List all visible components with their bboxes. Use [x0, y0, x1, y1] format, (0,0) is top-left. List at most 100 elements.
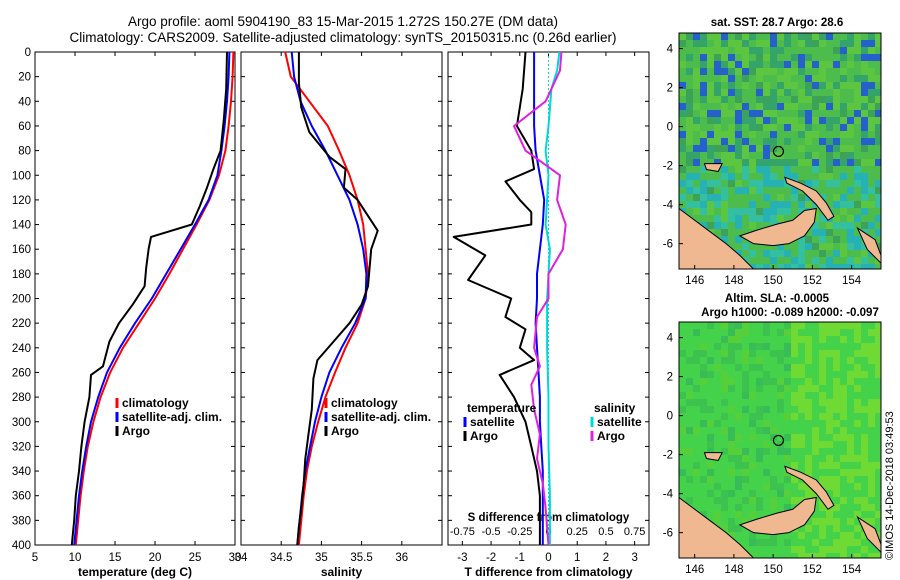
sst-map-cell: [721, 201, 728, 208]
sst-map-cell: [756, 145, 763, 152]
sst-map-cell: [721, 187, 728, 194]
temperature-xtick-label: 5: [32, 552, 38, 564]
sla-map-cell: [700, 378, 707, 385]
sla-map-cell: [805, 336, 812, 343]
sst-map-cell: [679, 110, 686, 117]
sla-map-cell: [847, 532, 854, 539]
sst-map-cell: [749, 110, 756, 117]
sst-map-cell: [756, 215, 763, 222]
sst-map-cell: [833, 250, 840, 257]
sla-map-cell: [784, 455, 791, 462]
sla-map-cell: [875, 343, 881, 350]
sla-map-cell: [742, 462, 749, 469]
sst-map-cell: [707, 138, 714, 145]
sst-map-cell: [700, 96, 707, 103]
sla-map-cell: [798, 322, 805, 329]
sst-map-cell: [833, 222, 840, 229]
sst-map-cell: [686, 89, 693, 96]
sst-map-cell: [784, 166, 791, 173]
depth-tick-label: 280: [12, 392, 31, 404]
sst-map-cell: [826, 257, 833, 264]
sst-map-cell: [805, 131, 812, 138]
sla-map-cell: [763, 483, 770, 490]
sla-map-cell: [784, 539, 791, 546]
sst-map-cell: [854, 103, 861, 110]
sst-map-cell: [805, 110, 812, 117]
sla-map-cell: [686, 392, 693, 399]
sst-map-cell: [756, 180, 763, 187]
sst-map-cell: [763, 166, 770, 173]
sst-map-cell: [805, 152, 812, 159]
sla-map-cell: [693, 357, 700, 364]
temperature-xtick-label: 15: [109, 552, 122, 564]
sst-map-cell: [679, 89, 686, 96]
sst-map-cell: [798, 33, 805, 40]
sst-map-cell: [693, 194, 700, 201]
sst-map-cell: [854, 89, 861, 96]
temperature-xtick-label: 30: [229, 552, 242, 564]
sst-map-cell: [770, 40, 777, 47]
sst-map-cell: [721, 103, 728, 110]
sla-map-cell: [847, 469, 854, 476]
sst-map-cell: [686, 96, 693, 103]
sla-map-xtick-label: 148: [724, 564, 743, 576]
sst-map-cell: [679, 103, 686, 110]
sst-map-cell: [721, 152, 728, 159]
sst-map-cell: [728, 124, 735, 131]
sla-map-cell: [840, 469, 847, 476]
sla-map-land-newireland: [784, 465, 835, 510]
sst-map-cell: [840, 75, 847, 82]
sst-map-cell: [875, 131, 881, 138]
sst-map-cell: [714, 222, 721, 229]
sst-map-cell: [714, 138, 721, 145]
sla-map-cell: [854, 336, 861, 343]
sla-map-cell: [854, 469, 861, 476]
sla-map-cell: [819, 553, 826, 558]
sst-map-cell: [854, 54, 861, 61]
sla-map-cell: [847, 518, 854, 525]
sla-map-cell: [735, 448, 742, 455]
sst-map-cell: [826, 173, 833, 180]
sla-map-cell: [728, 427, 735, 434]
sst-map-cell: [777, 33, 784, 40]
sst-map-cell: [721, 159, 728, 166]
sst-map-cell: [875, 103, 881, 110]
sst-map-cell: [791, 124, 798, 131]
sla-map-cell: [861, 448, 868, 455]
sst-map-cell: [700, 194, 707, 201]
sst-map-cell: [784, 103, 791, 110]
sst-map-cell: [777, 194, 784, 201]
sst-map-cell: [700, 145, 707, 152]
sst-map-cell: [756, 117, 763, 124]
sst-map-cell: [728, 40, 735, 47]
sst-map-cell: [847, 131, 854, 138]
sst-map-cell: [812, 229, 819, 236]
sla-map-cell: [700, 343, 707, 350]
sla-map-cell: [868, 329, 875, 336]
sst-map-cell: [770, 145, 777, 152]
sst-map-cell: [826, 117, 833, 124]
sla-map-cell: [763, 539, 770, 546]
temperature-legend-label: satellite-adj. clim.: [122, 410, 222, 424]
sla-map-cell: [868, 490, 875, 497]
sst-map-cell: [770, 131, 777, 138]
sst-map-cell: [749, 159, 756, 166]
sla-map-cell: [749, 511, 756, 518]
sst-map-cell: [805, 243, 812, 250]
sst-map-cell: [742, 68, 749, 75]
sst-map-cell: [770, 103, 777, 110]
sla-map-cell: [861, 504, 868, 511]
sla-map-cell: [847, 378, 854, 385]
sla-map-cell: [791, 399, 798, 406]
sst-map-cell: [868, 96, 875, 103]
sst-map-cell: [840, 68, 847, 75]
sst-map-cell: [756, 264, 763, 269]
sst-map-cell: [770, 54, 777, 61]
depth-tick-label: 220: [12, 318, 31, 330]
sst-map-cell: [868, 201, 875, 208]
sla-map-cell: [854, 364, 861, 371]
sst-map-cell: [763, 180, 770, 187]
sla-map-cell: [728, 385, 735, 392]
sla-map-cell: [693, 329, 700, 336]
sla-map-cell: [728, 469, 735, 476]
